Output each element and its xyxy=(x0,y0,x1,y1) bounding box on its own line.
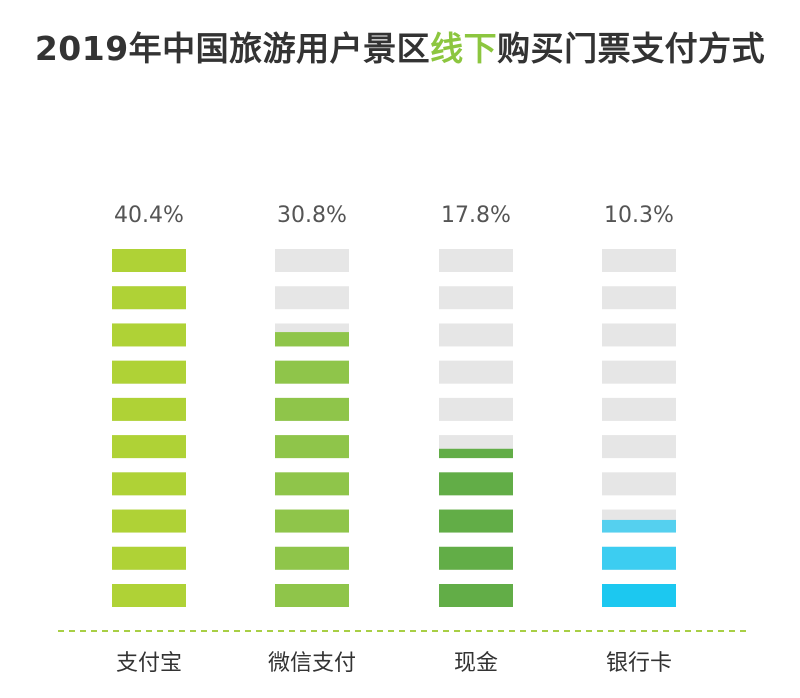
bar-segment-empty xyxy=(602,323,676,347)
bar-segment-fill xyxy=(112,249,186,272)
bar-segment-empty xyxy=(602,472,676,496)
bar-segment-fill xyxy=(275,509,349,533)
bar-segment-fill xyxy=(112,323,186,347)
bar-segment-fill xyxy=(602,546,676,570)
bar-segment-fill xyxy=(112,435,186,459)
bar-segment-empty xyxy=(439,286,513,310)
bar-segment-empty xyxy=(275,249,349,272)
bar-segment-fill xyxy=(112,286,186,310)
bar-segment-fill xyxy=(275,332,349,347)
bar-segment-fill xyxy=(112,360,186,384)
bar-segment-fill xyxy=(275,584,349,607)
value-label: 17.8% xyxy=(441,203,511,228)
bar-segment-fill xyxy=(275,546,349,570)
bar-segment-fill xyxy=(112,546,186,570)
bar-3 xyxy=(439,249,513,607)
bar-segment-fill xyxy=(275,360,349,384)
bar-segment-empty xyxy=(602,397,676,421)
bar-segment-fill xyxy=(112,397,186,421)
bar-segment-fill xyxy=(275,435,349,459)
bar-segment-empty xyxy=(439,397,513,421)
bar-segment-fill xyxy=(275,472,349,496)
chart-title: 2019年中国旅游用户景区线下购买门票支付方式 xyxy=(34,29,766,68)
bar-segment-fill xyxy=(112,472,186,496)
bar-segment-empty xyxy=(439,249,513,272)
bar-2 xyxy=(275,249,349,607)
category-label: 支付宝 xyxy=(116,651,182,676)
bar-segment-fill xyxy=(439,509,513,533)
bar-1 xyxy=(112,249,186,607)
bar-segment-empty xyxy=(602,286,676,310)
bar-segment-fill xyxy=(439,448,513,459)
bar-segment-fill xyxy=(602,519,676,533)
bar-segment-fill xyxy=(112,509,186,533)
bar-segment-empty xyxy=(602,360,676,384)
bar-segment-fill xyxy=(439,472,513,496)
bar-segment-empty xyxy=(439,360,513,384)
bar-segment-fill xyxy=(439,546,513,570)
bar-segment-empty xyxy=(602,249,676,272)
bar-segment-fill xyxy=(602,584,676,607)
bar-segment-fill xyxy=(112,584,186,607)
category-label: 现金 xyxy=(454,651,498,676)
value-label: 40.4% xyxy=(114,203,184,228)
bar-4 xyxy=(602,249,676,607)
value-label: 10.3% xyxy=(604,203,674,228)
value-label: 30.8% xyxy=(277,203,347,228)
category-label: 银行卡 xyxy=(606,651,672,676)
bar-segment-fill xyxy=(439,584,513,607)
bar-segment-fill xyxy=(275,397,349,421)
category-label: 微信支付 xyxy=(268,651,356,676)
bar-segment-empty xyxy=(602,435,676,459)
bar-segment-empty xyxy=(275,286,349,310)
bar-segment-empty xyxy=(439,323,513,347)
